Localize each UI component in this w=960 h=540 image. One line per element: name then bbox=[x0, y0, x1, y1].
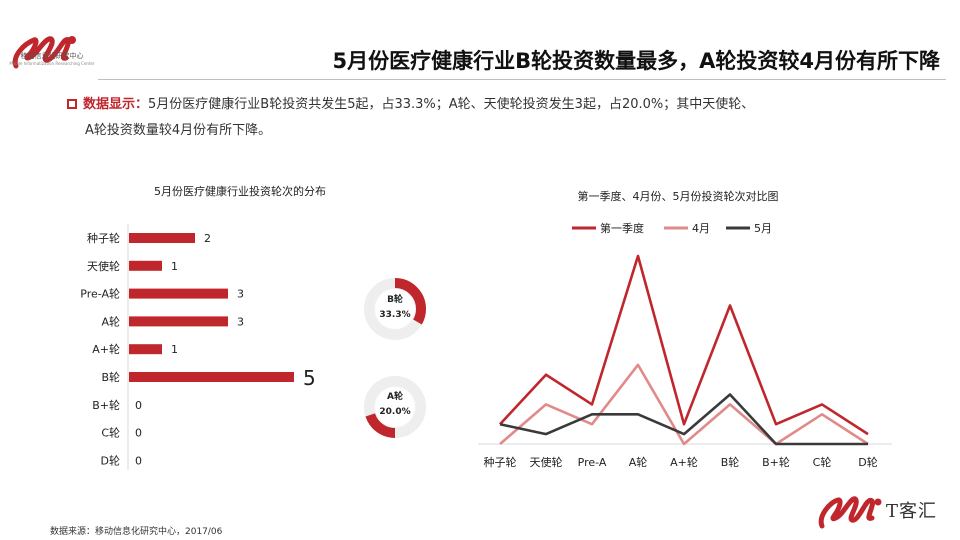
x-tick-label: Pre-A bbox=[578, 456, 607, 469]
x-tick-label: B轮 bbox=[721, 455, 740, 469]
donut-arc bbox=[364, 376, 426, 438]
series-line bbox=[499, 393, 868, 446]
bar-value-label: 0 bbox=[135, 427, 142, 440]
org-name-en: Mobile Informatization Researching Cente… bbox=[9, 61, 95, 66]
bar bbox=[129, 233, 195, 243]
donut-b-round bbox=[362, 276, 428, 342]
bar-category-label: C轮 bbox=[101, 426, 120, 440]
summary-line-2: A轮投资数量较4月份有所下降。 bbox=[85, 123, 272, 138]
bar-value-label: 3 bbox=[237, 315, 244, 328]
summary-lead: 数据显示： bbox=[83, 97, 149, 112]
bar-category-label: B+轮 bbox=[92, 398, 120, 412]
bar-value-label: 2 bbox=[204, 232, 211, 245]
donut-a-percent: 20.0% bbox=[379, 407, 411, 417]
title-divider bbox=[98, 79, 946, 80]
brand-logo bbox=[818, 496, 882, 529]
legend-label: 4月 bbox=[692, 222, 710, 235]
donut-arc bbox=[364, 278, 426, 340]
bar-value-label: 1 bbox=[171, 343, 178, 356]
x-tick-label: 天使轮 bbox=[530, 455, 563, 469]
bar bbox=[129, 316, 228, 327]
bar-category-label: 种子轮 bbox=[87, 231, 120, 245]
legend-label: 第一季度 bbox=[600, 221, 644, 235]
bar bbox=[129, 288, 228, 299]
bar-value-label: 3 bbox=[237, 288, 244, 301]
donut-b-name: B轮 bbox=[387, 295, 403, 305]
summary-text: 数据显示：5月份医疗健康行业B轮投资共发生5起，占33.3%；A轮、天使轮投资发… bbox=[67, 92, 927, 144]
bar-category-label: D轮 bbox=[101, 453, 120, 467]
bar-value-label: 5 bbox=[303, 366, 316, 390]
bar bbox=[129, 344, 162, 355]
donut-b-percent: 33.3% bbox=[379, 310, 411, 320]
series-line bbox=[499, 254, 869, 436]
page-title: 5月份医疗健康行业B轮投资数量最多，A轮投资较4月份有所下降 bbox=[332, 49, 940, 73]
bar-category-label: A轮 bbox=[101, 314, 120, 328]
x-tick-label: A轮 bbox=[629, 455, 648, 469]
x-tick-label: D轮 bbox=[858, 455, 877, 469]
bar-category-label: Pre-A轮 bbox=[80, 287, 120, 301]
summary-line-1: 5月份医疗健康行业B轮投资共发生5起，占33.3%；A轮、天使轮投资发生3起，占… bbox=[148, 97, 755, 112]
brand-name: T客汇 bbox=[886, 501, 938, 522]
donut-a-name: A轮 bbox=[387, 392, 403, 402]
bar bbox=[129, 372, 294, 382]
org-logo bbox=[12, 36, 76, 69]
bar-chart: 种子轮 2 天使轮 1 Pre-A轮 3 A轮 3 A+轮 1 B轮 5 B+轮 0 C轮 0 D轮 0 bbox=[80, 224, 316, 470]
bar-category-label: B轮 bbox=[101, 370, 120, 384]
donut-a-round bbox=[362, 374, 428, 440]
x-tick-label: C轮 bbox=[813, 455, 832, 469]
bar-chart-title: 5月份医疗健康行业投资轮次的分布 bbox=[154, 185, 326, 198]
x-tick-label: A+轮 bbox=[670, 455, 698, 469]
x-tick-label: B+轮 bbox=[762, 455, 790, 469]
bar-value-label: 0 bbox=[135, 399, 142, 412]
checkbox-bullet-icon bbox=[67, 99, 77, 109]
bar-category-label: 天使轮 bbox=[87, 259, 120, 273]
bar-category-label: A+轮 bbox=[92, 342, 120, 356]
bar-value-label: 0 bbox=[135, 454, 142, 467]
x-tick-label: 种子轮 bbox=[484, 455, 517, 469]
series-line bbox=[499, 363, 869, 446]
legend-label: 5月 bbox=[754, 222, 772, 235]
data-source: 数据来源：移动信息化研究中心，2017/06 bbox=[50, 527, 223, 537]
bar-value-label: 1 bbox=[171, 260, 178, 273]
bar bbox=[129, 260, 162, 271]
org-name: 移动信息化研究中心 bbox=[20, 52, 84, 60]
line-chart-title: 第一季度、4月份、5月份投资轮次对比图 bbox=[577, 190, 779, 203]
